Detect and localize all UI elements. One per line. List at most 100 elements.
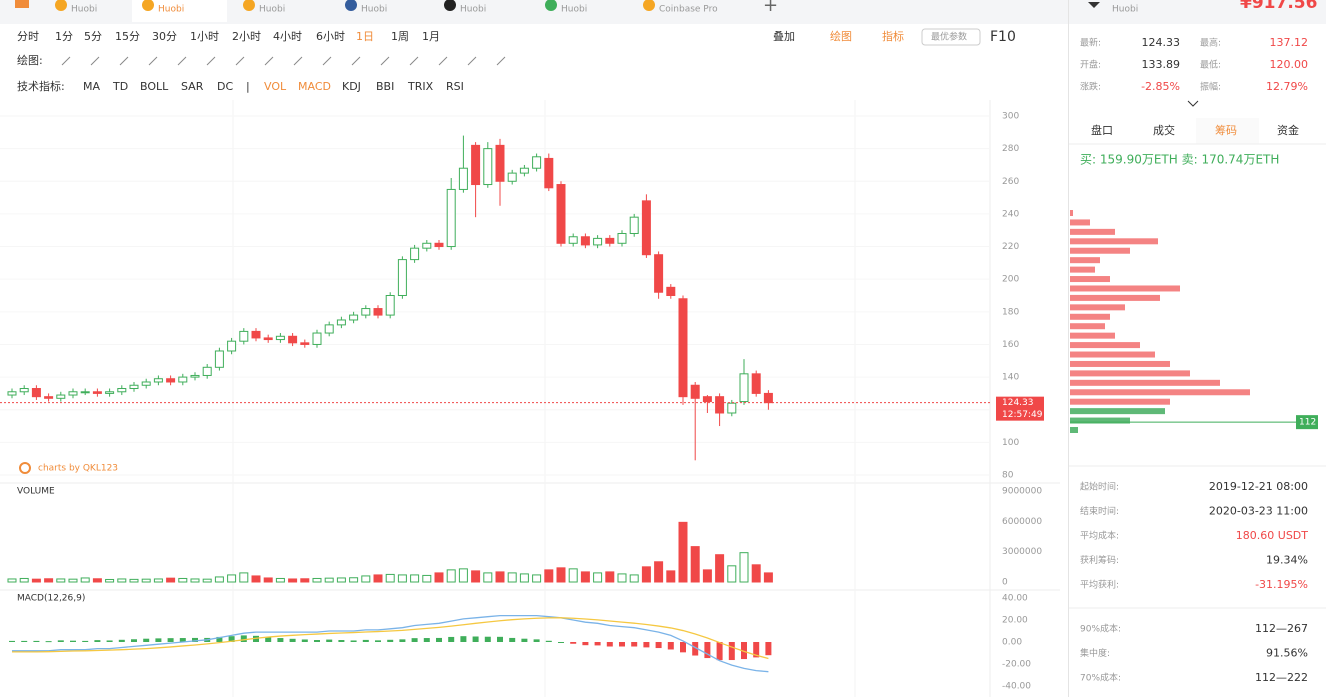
toolbar-action[interactable]: 绘图: [830, 29, 852, 43]
macd-bar: [753, 642, 760, 658]
chip-bar: [1070, 247, 1130, 254]
button[interactable]: 最优参数: [931, 31, 967, 43]
indicator[interactable]: DC: [217, 80, 233, 93]
candle-body: [593, 237, 603, 246]
tab-exchange[interactable]: Coinbase Pro: [659, 5, 718, 15]
tab-icon: [643, 0, 655, 11]
tab[interactable]: [535, 0, 630, 22]
draw-tool[interactable]: [351, 56, 361, 66]
expand[interactable]: [1187, 100, 1199, 107]
period[interactable]: 1小时: [190, 30, 219, 43]
draw-tool[interactable]: [235, 56, 245, 66]
candle-body: [422, 242, 432, 249]
indicator[interactable]: RSI: [446, 80, 464, 93]
candle-body: [654, 254, 664, 293]
period[interactable]: 30分: [152, 30, 177, 43]
tab[interactable]: [132, 0, 227, 22]
candle-body: [397, 259, 407, 297]
period[interactable]: 15分: [115, 30, 140, 43]
indicator[interactable]: SAR: [181, 80, 204, 93]
draw-tool[interactable]: [206, 56, 216, 66]
side-tab[interactable]: 盘口: [1091, 123, 1113, 137]
draw-tool[interactable]: [148, 56, 158, 66]
period[interactable]: 5分: [84, 30, 102, 43]
draw-tool[interactable]: [90, 56, 100, 66]
period[interactable]: 1周: [391, 30, 409, 43]
side-tab[interactable]: 筹码: [1215, 123, 1237, 137]
indicator[interactable]: KDJ: [342, 80, 361, 93]
tab[interactable]: [45, 0, 140, 22]
indicator[interactable]: TRIX: [407, 80, 434, 93]
candle-body: [373, 308, 383, 316]
indicator[interactable]: MA: [83, 80, 100, 93]
macd-bar: [265, 637, 272, 642]
period[interactable]: 1月: [422, 30, 440, 43]
draw-tool[interactable]: [438, 56, 448, 66]
tab-icon: [142, 0, 154, 11]
tab[interactable]: [335, 0, 430, 22]
draw-tool[interactable]: [177, 56, 187, 66]
tab[interactable]: [633, 0, 728, 22]
draw-tool[interactable]: [61, 56, 71, 66]
volume-bar: [458, 568, 468, 583]
tab-exchange[interactable]: Huobi: [460, 5, 486, 15]
period[interactable]: 2小时: [232, 30, 261, 43]
candle-body: [227, 340, 237, 352]
time-label: 12:57:49: [1002, 410, 1043, 420]
macd-bar: [448, 636, 455, 642]
draw-tool[interactable]: [467, 56, 477, 66]
indicator[interactable]: TD: [112, 80, 128, 93]
panel-title: VOLUME: [17, 487, 55, 497]
add-tab: +: [763, 0, 778, 16]
volume-bar: [739, 552, 749, 583]
info-label: 平均获利:: [1080, 579, 1119, 591]
candle-body: [92, 391, 102, 394]
f10[interactable]: F10: [990, 29, 1016, 45]
toolbar-action[interactable]: 叠加: [773, 30, 795, 43]
period[interactable]: 分时: [17, 30, 39, 43]
candle-body: [617, 232, 627, 244]
stat: 最低:: [1200, 59, 1221, 71]
draw-tool[interactable]: [496, 56, 506, 66]
indicator[interactable]: VOL: [264, 80, 287, 93]
tab-exchange[interactable]: Huobi: [259, 5, 285, 15]
draw-tool[interactable]: [380, 56, 390, 66]
toolbar-action[interactable]: 指标: [882, 29, 904, 43]
draw-tool[interactable]: [409, 56, 419, 66]
period[interactable]: 6小时: [316, 30, 345, 43]
tab-exchange[interactable]: Huobi: [158, 5, 184, 15]
chip-bar: [1070, 389, 1250, 396]
volume-bar: [251, 575, 261, 583]
macd-bar: [411, 638, 418, 642]
macd-bar: [82, 640, 89, 642]
period[interactable]: 4小时: [273, 30, 302, 43]
candle-body: [31, 388, 41, 398]
draw-tool[interactable]: [322, 56, 332, 66]
tab-active: [1196, 118, 1259, 144]
side-tab[interactable]: 成交: [1153, 123, 1175, 137]
side-tab[interactable]: 资金: [1277, 123, 1299, 137]
tab[interactable]: [233, 0, 328, 22]
chip-bar: [1070, 342, 1140, 349]
period[interactable]: 1日: [356, 30, 374, 43]
tab-exchange[interactable]: Huobi: [561, 5, 587, 15]
indicator[interactable]: BOLL: [140, 80, 169, 93]
indicator[interactable]: BBI: [376, 80, 394, 93]
draw-tool[interactable]: [264, 56, 274, 66]
tab-exchange[interactable]: Huobi: [361, 5, 387, 15]
macd-bar: [497, 636, 503, 642]
volume-bar: [556, 567, 566, 583]
draw-tool[interactable]: [119, 56, 129, 66]
tab-exchange[interactable]: Huobi: [71, 5, 97, 15]
tab[interactable]: [434, 0, 529, 22]
volume-bar: [80, 577, 90, 583]
chip-bar: [1070, 228, 1115, 235]
period[interactable]: 1分: [55, 30, 73, 43]
chip-bar: [1070, 351, 1155, 358]
draw-tool[interactable]: [293, 56, 303, 66]
indicator[interactable]: |: [246, 80, 250, 93]
macd-bar: [216, 636, 223, 642]
candle-body: [178, 376, 188, 383]
indicator[interactable]: MACD: [298, 80, 331, 93]
